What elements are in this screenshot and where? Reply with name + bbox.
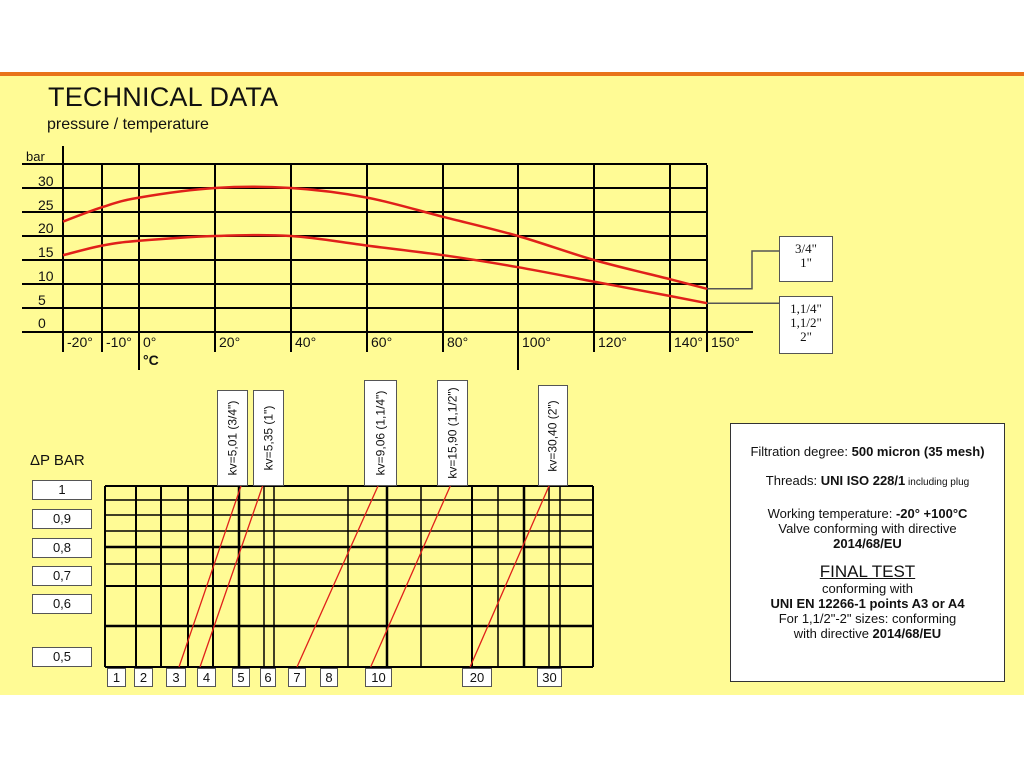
- x-tick-label: 0°: [143, 334, 157, 350]
- kv-line-1: [178, 485, 242, 668]
- pressure-curve-2: [62, 233, 708, 305]
- kv-label: kv=5,01 (3/4"): [225, 400, 240, 476]
- y-tick-label: 0,6: [32, 594, 92, 614]
- legend-connector-1: [707, 250, 779, 290]
- x-tick-label: 8: [320, 668, 338, 687]
- kv-label: kv=15,90 (1,1/2"): [445, 387, 460, 479]
- y-axis-label: bar: [26, 149, 45, 164]
- kv-line-2: [199, 485, 264, 668]
- x-tick-label: 150°: [711, 334, 740, 350]
- y-tick-label: 10: [38, 267, 54, 284]
- legend-entry: 3/4": [795, 241, 817, 256]
- final-test-heading: FINAL TEST: [819, 562, 916, 581]
- x-tick-label: 3: [166, 668, 186, 687]
- kv-label-box: kv=9,06 (1,1/4"): [364, 380, 397, 486]
- y-tick-label: 0,9: [32, 509, 92, 529]
- kv-label-box: kv=15,90 (1,1/2"): [437, 380, 468, 486]
- specifications-box: Filtration degree: 500 micron (35 mesh) …: [730, 423, 1005, 682]
- page-subtitle: pressure / temperature: [47, 116, 209, 133]
- x-tick-label: 6: [260, 668, 276, 687]
- x-tick-label: 20°: [219, 334, 241, 350]
- temperature-spec: Working temperature: -20° +100°C: [767, 506, 968, 521]
- y-tick-label: 20: [38, 220, 54, 237]
- x-tick-label: 40°: [295, 334, 317, 350]
- header-accent-bar: [0, 72, 1024, 76]
- x-tick-label: 7: [288, 668, 306, 687]
- filtration-spec: Filtration degree: 500 micron (35 mesh): [750, 444, 985, 459]
- y-axis-label: ΔP BAR: [30, 452, 85, 469]
- kv-line-5: [469, 485, 550, 668]
- legend-entry: 1": [800, 255, 812, 270]
- kv-label-box: kv=5,35 (1"): [253, 390, 284, 486]
- pressure-curve-1: [62, 185, 708, 291]
- legend-entry: 2": [800, 329, 812, 344]
- valve-spec: Valve conforming with directive: [778, 521, 957, 536]
- x-tick-label: 10: [365, 668, 392, 687]
- kv-label-box: kv=5,01 (3/4"): [217, 390, 248, 486]
- test-standard: UNI EN 12266-1 points A3 or A4: [770, 596, 965, 611]
- sizes-directive: with directive 2014/68/EU: [793, 626, 942, 641]
- sizes-text: For 1,1/2"-2" sizes: conforming: [778, 611, 957, 626]
- legend-entry: 1,1/4": [790, 301, 822, 316]
- y-tick-label: 0,5: [32, 647, 92, 667]
- legend-entry: 1,1/2": [790, 315, 822, 330]
- kv-label: kv=30,40 (2"): [546, 399, 561, 472]
- legend-box-2: 1,1/4" 1,1/2" 2": [779, 296, 833, 354]
- y-tick-label: 1: [32, 480, 92, 500]
- x-tick-label: 140°: [674, 334, 703, 350]
- x-tick-label: 120°: [598, 334, 627, 350]
- x-tick-label: 20: [462, 668, 492, 687]
- x-tick-label: 2: [134, 668, 153, 687]
- x-tick-label: 1: [107, 668, 126, 687]
- x-tick-label: -20°: [67, 334, 93, 350]
- kv-line-3: [296, 485, 379, 668]
- x-tick-label: 4: [197, 668, 216, 687]
- kv-line-4: [370, 485, 451, 668]
- y-tick-label: 0,8: [32, 538, 92, 558]
- conforming-with: conforming with: [821, 581, 914, 596]
- x-tick-label: -10°: [106, 334, 132, 350]
- kv-label: kv=5,35 (1"): [261, 405, 276, 471]
- page-title: TECHNICAL DATA: [48, 82, 279, 112]
- y-tick-label: 5: [38, 291, 46, 308]
- kv-label-box: kv=30,40 (2"): [538, 385, 568, 486]
- x-tick-label: 30: [537, 668, 562, 687]
- valve-directive: 2014/68/EU: [833, 536, 902, 551]
- legend-box-1: 3/4" 1": [779, 236, 833, 282]
- y-tick-label: 0,7: [32, 566, 92, 586]
- x-tick-label: 60°: [371, 334, 393, 350]
- kv-label: kv=9,06 (1,1/4"): [373, 390, 388, 476]
- y-tick-label: 30: [38, 173, 54, 189]
- y-tick-label: 15: [38, 244, 54, 261]
- y-tick-label: 0: [38, 315, 46, 332]
- threads-spec: Threads: UNI ISO 228/1 including plug: [765, 473, 970, 488]
- x-axis-label: °C: [143, 352, 159, 368]
- x-tick-label: 80°: [447, 334, 469, 350]
- x-tick-label: 100°: [522, 334, 551, 350]
- x-tick-label: 5: [232, 668, 250, 687]
- y-tick-label: 25: [38, 196, 54, 213]
